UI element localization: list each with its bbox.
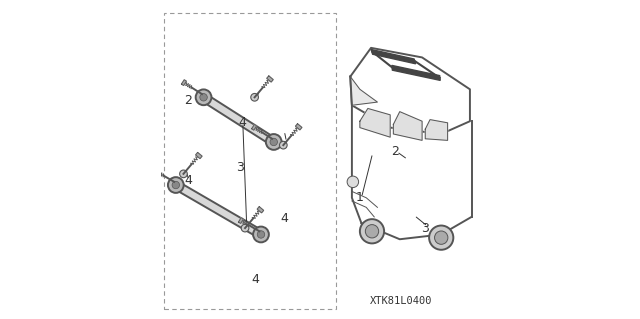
- Text: 4: 4: [184, 174, 193, 187]
- Text: 2: 2: [184, 94, 191, 107]
- Circle shape: [180, 170, 188, 178]
- Polygon shape: [173, 182, 263, 238]
- Circle shape: [251, 93, 259, 101]
- Polygon shape: [296, 124, 302, 130]
- Polygon shape: [371, 49, 416, 64]
- Polygon shape: [350, 77, 378, 105]
- Text: XTK81L0400: XTK81L0400: [370, 296, 433, 307]
- Circle shape: [266, 134, 282, 150]
- Circle shape: [253, 226, 269, 242]
- Circle shape: [168, 177, 184, 193]
- Text: 4: 4: [239, 116, 247, 129]
- Circle shape: [435, 231, 448, 244]
- Polygon shape: [267, 76, 273, 82]
- Circle shape: [257, 231, 265, 238]
- Circle shape: [347, 176, 358, 188]
- Circle shape: [270, 138, 278, 146]
- Polygon shape: [252, 124, 257, 130]
- Polygon shape: [196, 152, 202, 159]
- Polygon shape: [394, 112, 422, 140]
- Text: 3: 3: [421, 222, 429, 234]
- Text: 3: 3: [236, 161, 244, 174]
- Circle shape: [200, 93, 207, 101]
- Circle shape: [360, 219, 384, 243]
- Polygon shape: [182, 80, 186, 85]
- Text: 4: 4: [280, 212, 288, 225]
- Text: 4: 4: [252, 273, 259, 286]
- Circle shape: [196, 89, 211, 105]
- Circle shape: [241, 224, 249, 232]
- Polygon shape: [360, 108, 390, 137]
- Polygon shape: [425, 120, 447, 140]
- Bar: [164, 13, 336, 309]
- Circle shape: [172, 181, 180, 189]
- Circle shape: [280, 141, 287, 149]
- Polygon shape: [154, 168, 158, 174]
- Text: 2: 2: [391, 145, 399, 158]
- Text: 1: 1: [356, 191, 364, 204]
- Circle shape: [429, 226, 453, 250]
- Polygon shape: [202, 94, 276, 145]
- Circle shape: [365, 225, 379, 238]
- Polygon shape: [257, 207, 264, 213]
- Polygon shape: [392, 65, 440, 80]
- Polygon shape: [239, 218, 243, 223]
